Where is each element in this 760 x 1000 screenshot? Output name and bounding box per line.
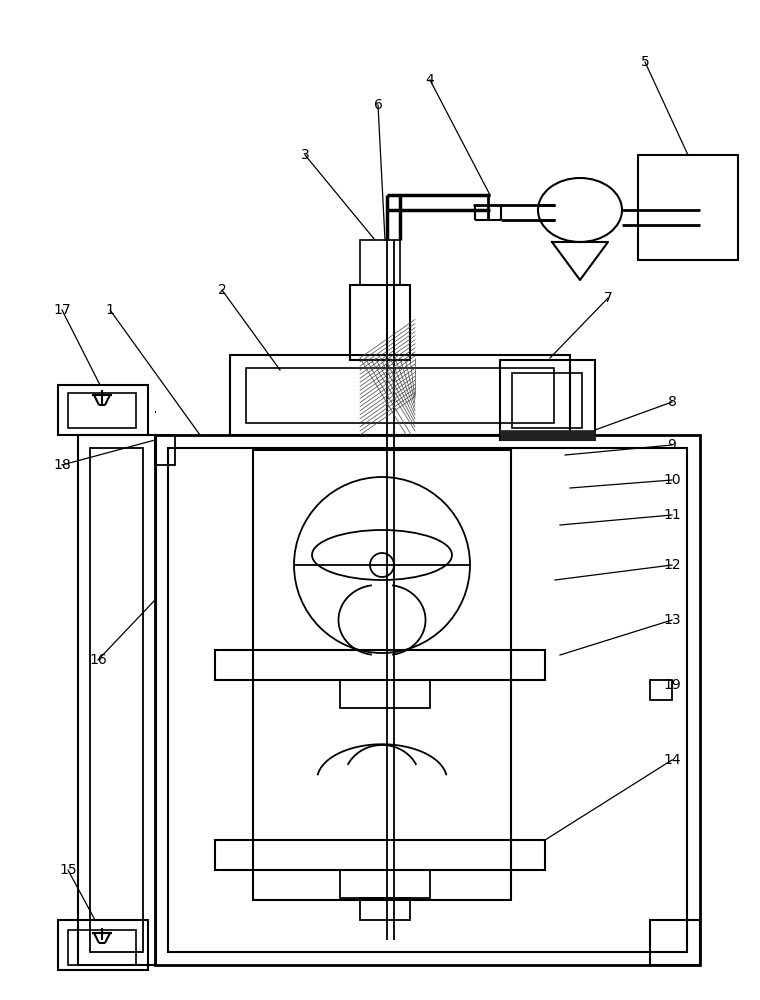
Text: 3: 3 — [301, 148, 309, 162]
Bar — [215, 650, 545, 680]
Bar — [500, 360, 595, 440]
Bar — [58, 385, 148, 435]
Bar — [500, 430, 595, 440]
Bar — [168, 448, 687, 952]
Text: 15: 15 — [59, 863, 77, 877]
Bar — [68, 393, 136, 428]
Bar — [638, 155, 738, 260]
Bar — [360, 898, 410, 920]
Bar — [253, 450, 511, 900]
Text: 12: 12 — [663, 558, 681, 572]
Text: 16: 16 — [89, 653, 107, 667]
Bar — [215, 840, 545, 870]
Bar — [340, 680, 430, 708]
Text: 8: 8 — [667, 395, 676, 409]
Bar — [90, 448, 143, 952]
Text: 1: 1 — [106, 303, 115, 317]
Bar — [360, 240, 400, 285]
Text: 6: 6 — [374, 98, 382, 112]
Text: 2: 2 — [217, 283, 226, 297]
Text: 11: 11 — [663, 508, 681, 522]
Text: 4: 4 — [426, 73, 435, 87]
Text: 7: 7 — [603, 291, 613, 305]
Bar — [78, 435, 156, 965]
Bar — [58, 920, 148, 970]
Bar — [340, 870, 430, 898]
Text: 19: 19 — [663, 678, 681, 692]
Text: 13: 13 — [663, 613, 681, 627]
Bar — [350, 285, 410, 360]
Text: 18: 18 — [53, 458, 71, 472]
Bar — [68, 930, 136, 965]
Text: 10: 10 — [663, 473, 681, 487]
Bar — [512, 373, 582, 428]
Text: 14: 14 — [663, 753, 681, 767]
Bar — [246, 368, 554, 423]
Bar — [650, 920, 700, 965]
Bar — [650, 680, 672, 700]
Bar — [155, 435, 175, 465]
Bar — [155, 435, 700, 965]
Text: 9: 9 — [667, 438, 676, 452]
Bar — [230, 355, 570, 435]
Text: 17: 17 — [53, 303, 71, 317]
Text: 5: 5 — [641, 55, 649, 69]
